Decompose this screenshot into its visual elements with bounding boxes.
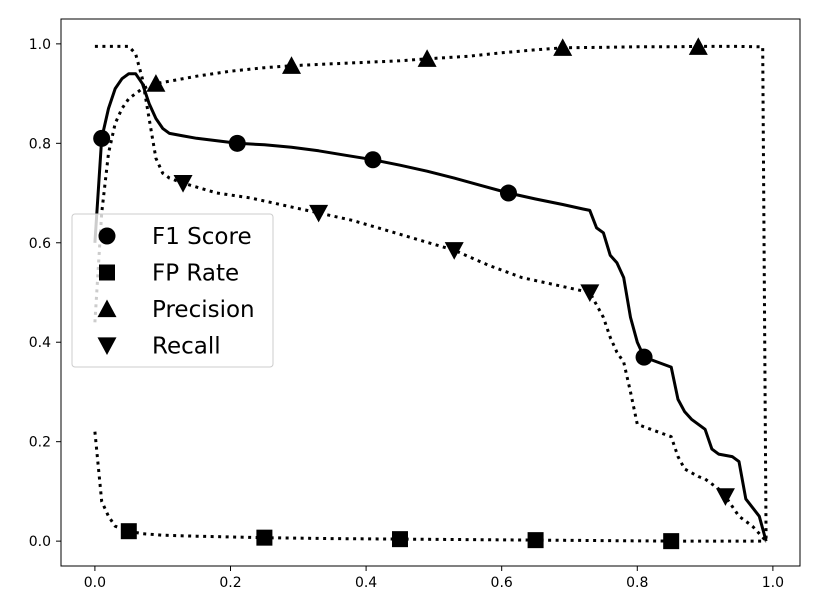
plot-frame	[60, 18, 801, 567]
y-axis: 0.0 0.2 0.4 0.6 0.8 1.0	[29, 37, 61, 550]
x-axis: 0.0 0.2 0.4 0.6 0.8 1.0	[84, 566, 784, 591]
f1-score-marker-1	[228, 134, 246, 152]
x-tick-label: 0.0	[84, 575, 106, 591]
f1-score-marker-2	[364, 151, 382, 169]
legend-item-fp-rate: FP Rate	[99, 261, 239, 287]
legend-item-precision: Precision	[97, 297, 255, 323]
legend-label: Recall	[152, 334, 221, 360]
x-tick-label: 0.6	[491, 575, 513, 591]
fp-rate-marker-3	[527, 532, 544, 549]
y-tick-label: 0.0	[29, 534, 51, 550]
recall-marker-0	[173, 175, 193, 193]
legend-marker-precision	[97, 299, 117, 318]
recall-marker-3	[580, 284, 600, 302]
precision-marker-2	[417, 49, 437, 67]
x-tick-label: 0.2	[219, 575, 241, 591]
precision-marker-3	[553, 38, 573, 56]
legend-marker-recall	[97, 337, 117, 355]
fp-rate-marker-2	[391, 531, 408, 548]
x-tick-label: 0.8	[626, 575, 648, 591]
series-precision	[93, 37, 768, 542]
y-tick-label: 0.4	[29, 335, 51, 351]
x-tick-label: 1.0	[762, 575, 784, 591]
series-f1-score	[93, 72, 768, 542]
series-layer	[93, 37, 768, 550]
precision-marker-1	[282, 56, 302, 74]
recall-marker-4	[715, 488, 735, 506]
fp-rate-marker-1	[256, 529, 273, 546]
y-tick-label: 0.2	[29, 435, 51, 451]
fp-rate-marker-0	[120, 523, 137, 540]
f1-score-marker-3	[499, 184, 517, 202]
legend-marker-fp-rate	[99, 264, 115, 281]
series-recall	[94, 44, 768, 543]
y-tick-label: 1.0	[29, 37, 51, 53]
fp-rate-marker-4	[663, 533, 680, 550]
precision-line	[93, 44, 768, 542]
f1-score-marker-4	[635, 348, 653, 366]
recall-marker-1	[309, 204, 329, 223]
f1-score-marker-0	[93, 129, 111, 147]
legend: F1 Score FP Rate Precision Recall	[71, 213, 274, 368]
precision-marker-4	[688, 37, 708, 55]
legend-marker-f1-score	[98, 227, 116, 245]
y-tick-label: 0.8	[29, 136, 51, 152]
legend-box	[71, 213, 274, 368]
legend-label: FP Rate	[152, 261, 239, 287]
legend-label: F1 Score	[152, 224, 252, 250]
legend-item-f1-score: F1 Score	[98, 224, 252, 250]
recall-marker-2	[444, 242, 464, 260]
legend-label: Precision	[152, 297, 255, 323]
y-tick-label: 0.6	[29, 236, 51, 252]
series-fp-rate	[93, 431, 767, 550]
legend-item-recall: Recall	[97, 334, 221, 360]
fp-rate-line	[93, 431, 767, 543]
precision-marker-0	[146, 74, 166, 92]
x-tick-label: 0.4	[355, 575, 377, 591]
